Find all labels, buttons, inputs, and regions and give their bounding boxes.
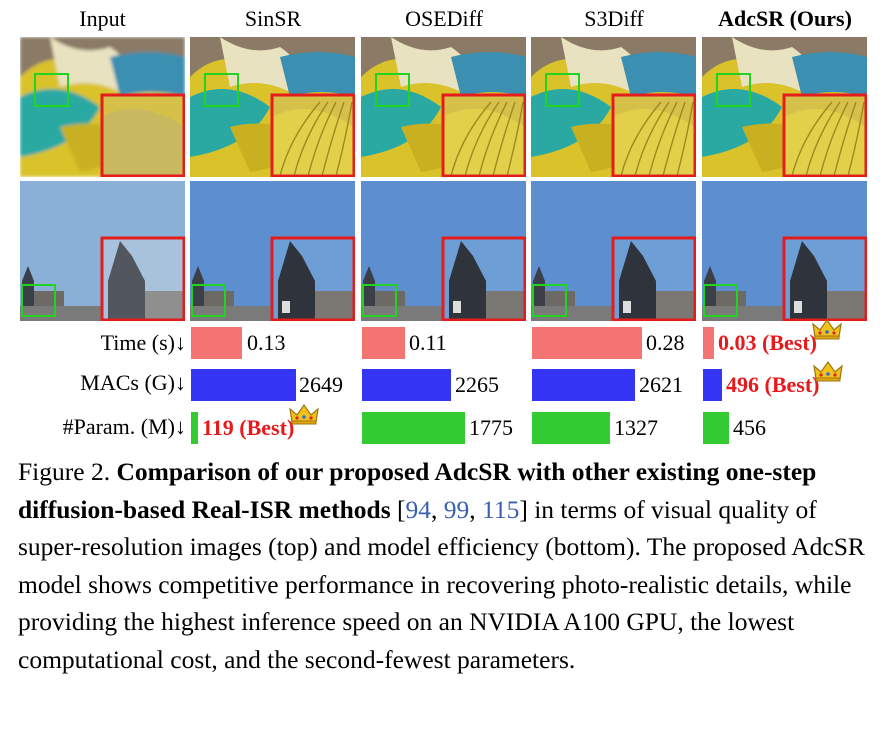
citation-link[interactable]: 94 bbox=[405, 494, 432, 524]
image-tower-sinsr bbox=[190, 181, 355, 321]
column-header-adcsr: AdcSR (Ours) bbox=[718, 6, 852, 31]
caption-sep: , bbox=[431, 494, 444, 524]
bar-time-adcsr bbox=[703, 327, 714, 359]
bar-params-osediff bbox=[362, 412, 465, 444]
caption-prefix: Figure 2. bbox=[18, 457, 117, 486]
citation-link[interactable]: 115 bbox=[482, 494, 520, 524]
value-time-s3diff: 0.28 bbox=[646, 330, 685, 355]
image-parrot-input bbox=[20, 37, 185, 177]
metric-label-params: #Param. (M)↓ bbox=[62, 414, 186, 439]
bar-time-osediff bbox=[362, 327, 405, 359]
figure-caption: Figure 2. Comparison of our proposed Adc… bbox=[18, 453, 873, 679]
value-macs-sinsr: 2649 bbox=[299, 372, 343, 397]
value-macs-s3diff: 2621 bbox=[639, 372, 683, 397]
image-parrot-s3diff bbox=[531, 37, 696, 177]
value-macs-adcsr: 496 (Best) bbox=[726, 372, 820, 397]
value-params-sinsr: 119 (Best) bbox=[202, 415, 295, 440]
value-macs-osediff: 2265 bbox=[455, 372, 499, 397]
bar-params-s3diff bbox=[532, 412, 610, 444]
caption-rest: in terms of visual quality of super-reso… bbox=[18, 494, 865, 674]
bar-time-s3diff bbox=[532, 327, 642, 359]
metric-label-macs: MACs (G)↓ bbox=[80, 370, 186, 395]
crown-icon bbox=[812, 318, 842, 340]
value-params-osediff: 1775 bbox=[469, 415, 513, 440]
caption-sep: , bbox=[469, 494, 483, 524]
column-header-s3diff: S3Diff bbox=[584, 6, 644, 31]
value-time-osediff: 0.11 bbox=[409, 330, 447, 355]
image-tower-adcsr bbox=[702, 181, 867, 321]
crown-icon bbox=[813, 360, 843, 382]
image-tower-osediff bbox=[361, 181, 526, 321]
column-header-osediff: OSEDiff bbox=[405, 6, 483, 31]
value-time-adcsr: 0.03 (Best) bbox=[718, 330, 817, 355]
metric-label-time: Time (s)↓ bbox=[100, 330, 186, 355]
bar-macs-adcsr bbox=[703, 369, 722, 401]
image-tower-input bbox=[20, 181, 185, 321]
bar-macs-osediff bbox=[362, 369, 451, 401]
caption-bold: Comparison of our proposed AdcSR with ot… bbox=[18, 457, 817, 524]
image-parrot-osediff bbox=[361, 37, 526, 177]
caption-close: ] bbox=[519, 494, 528, 524]
value-params-s3diff: 1327 bbox=[614, 415, 658, 440]
caption-open: [ bbox=[390, 494, 406, 524]
citation-link[interactable]: 99 bbox=[443, 494, 470, 524]
bar-time-sinsr bbox=[191, 327, 242, 359]
image-parrot-sinsr bbox=[190, 37, 355, 177]
bar-params-adcsr bbox=[703, 412, 729, 444]
crown-icon bbox=[289, 403, 319, 425]
column-header-sinsr: SinSR bbox=[244, 6, 302, 31]
bar-macs-s3diff bbox=[532, 369, 635, 401]
value-params-adcsr: 456 bbox=[733, 415, 766, 440]
image-tower-s3diff bbox=[531, 181, 696, 321]
bar-params-sinsr bbox=[191, 412, 198, 444]
column-header-input: Input bbox=[79, 6, 126, 31]
bar-macs-sinsr bbox=[191, 369, 296, 401]
value-time-sinsr: 0.13 bbox=[247, 330, 286, 355]
image-parrot-adcsr bbox=[702, 37, 867, 177]
